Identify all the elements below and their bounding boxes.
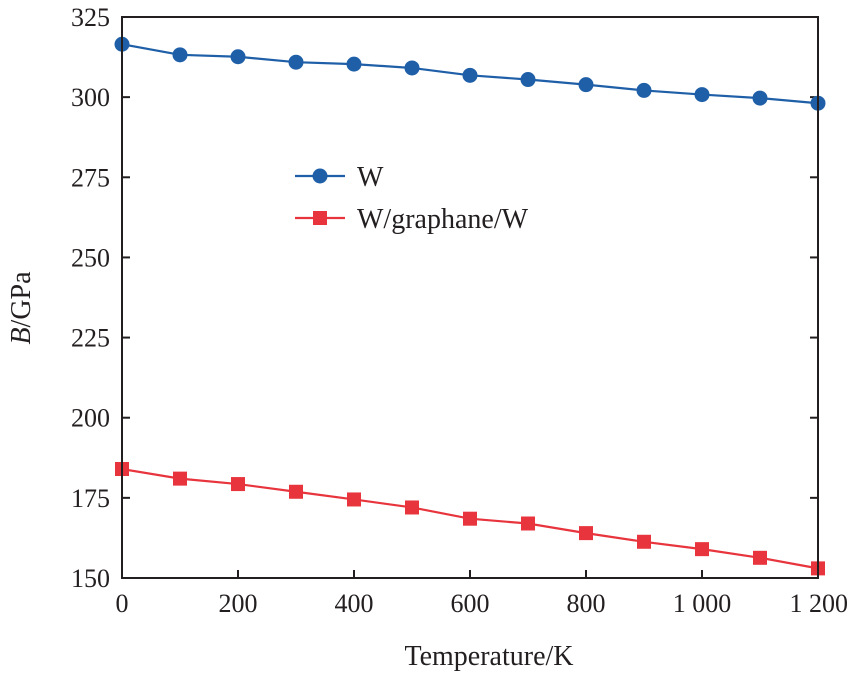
legend-item: W	[295, 162, 384, 193]
data-point	[172, 47, 188, 63]
data-point	[578, 77, 594, 93]
x-tick-label: 600	[451, 589, 490, 618]
x-tick-label: 200	[219, 589, 258, 618]
data-point	[405, 500, 419, 515]
legend-marker	[313, 211, 327, 225]
legend-marker	[312, 168, 328, 184]
y-tick-label: 225	[71, 324, 110, 353]
y-tick-label: 300	[71, 83, 110, 112]
legend-label: W	[357, 162, 384, 193]
y-tick-label: 325	[71, 3, 110, 32]
data-point	[404, 60, 420, 76]
data-point	[520, 72, 536, 88]
x-tick-label: 1 200	[790, 589, 849, 618]
x-tick-label: 800	[567, 589, 606, 618]
x-axis-title: Temperature/K	[404, 641, 573, 672]
series-w	[114, 36, 826, 111]
series-layer	[114, 36, 826, 576]
data-point	[695, 542, 709, 557]
data-point	[289, 484, 303, 499]
data-point	[753, 550, 767, 565]
data-point	[694, 87, 710, 103]
data-point	[462, 67, 478, 83]
series-w-graphane-w	[115, 462, 825, 576]
data-point	[346, 56, 362, 72]
data-point	[231, 477, 245, 492]
legend: W W/graphane/W	[295, 162, 529, 235]
data-point	[521, 516, 535, 531]
data-point	[463, 511, 477, 526]
y-tick-label: 275	[71, 163, 110, 192]
y-tick-label: 175	[71, 484, 110, 513]
x-tick-label: 0	[116, 589, 129, 618]
x-tick-label: 400	[335, 589, 374, 618]
y-tick-label: 250	[71, 243, 110, 272]
y-axis-title-unit: /GPa	[6, 271, 37, 328]
plot-frame	[121, 16, 819, 579]
y-axis-title: B/GPa	[6, 271, 37, 345]
data-point	[637, 534, 651, 549]
data-point	[579, 526, 593, 541]
data-point	[230, 49, 246, 65]
axis-ticks	[121, 16, 819, 579]
x-tick-label: 1 000	[673, 589, 732, 618]
data-point	[288, 54, 304, 70]
y-tick-label: 150	[71, 564, 110, 593]
data-point	[173, 471, 187, 486]
data-point	[347, 492, 361, 507]
data-point	[636, 82, 652, 98]
legend-item: W/graphane/W	[295, 204, 529, 235]
y-axis-title-symbol: B	[6, 327, 37, 344]
y-tick-label: 200	[71, 404, 110, 433]
legend-label: W/graphane/W	[357, 204, 529, 235]
data-point	[752, 90, 768, 106]
tick-labels: 0 200 400 600 800 1 000 1 200 150 175 200 225 250 27…	[71, 3, 848, 618]
